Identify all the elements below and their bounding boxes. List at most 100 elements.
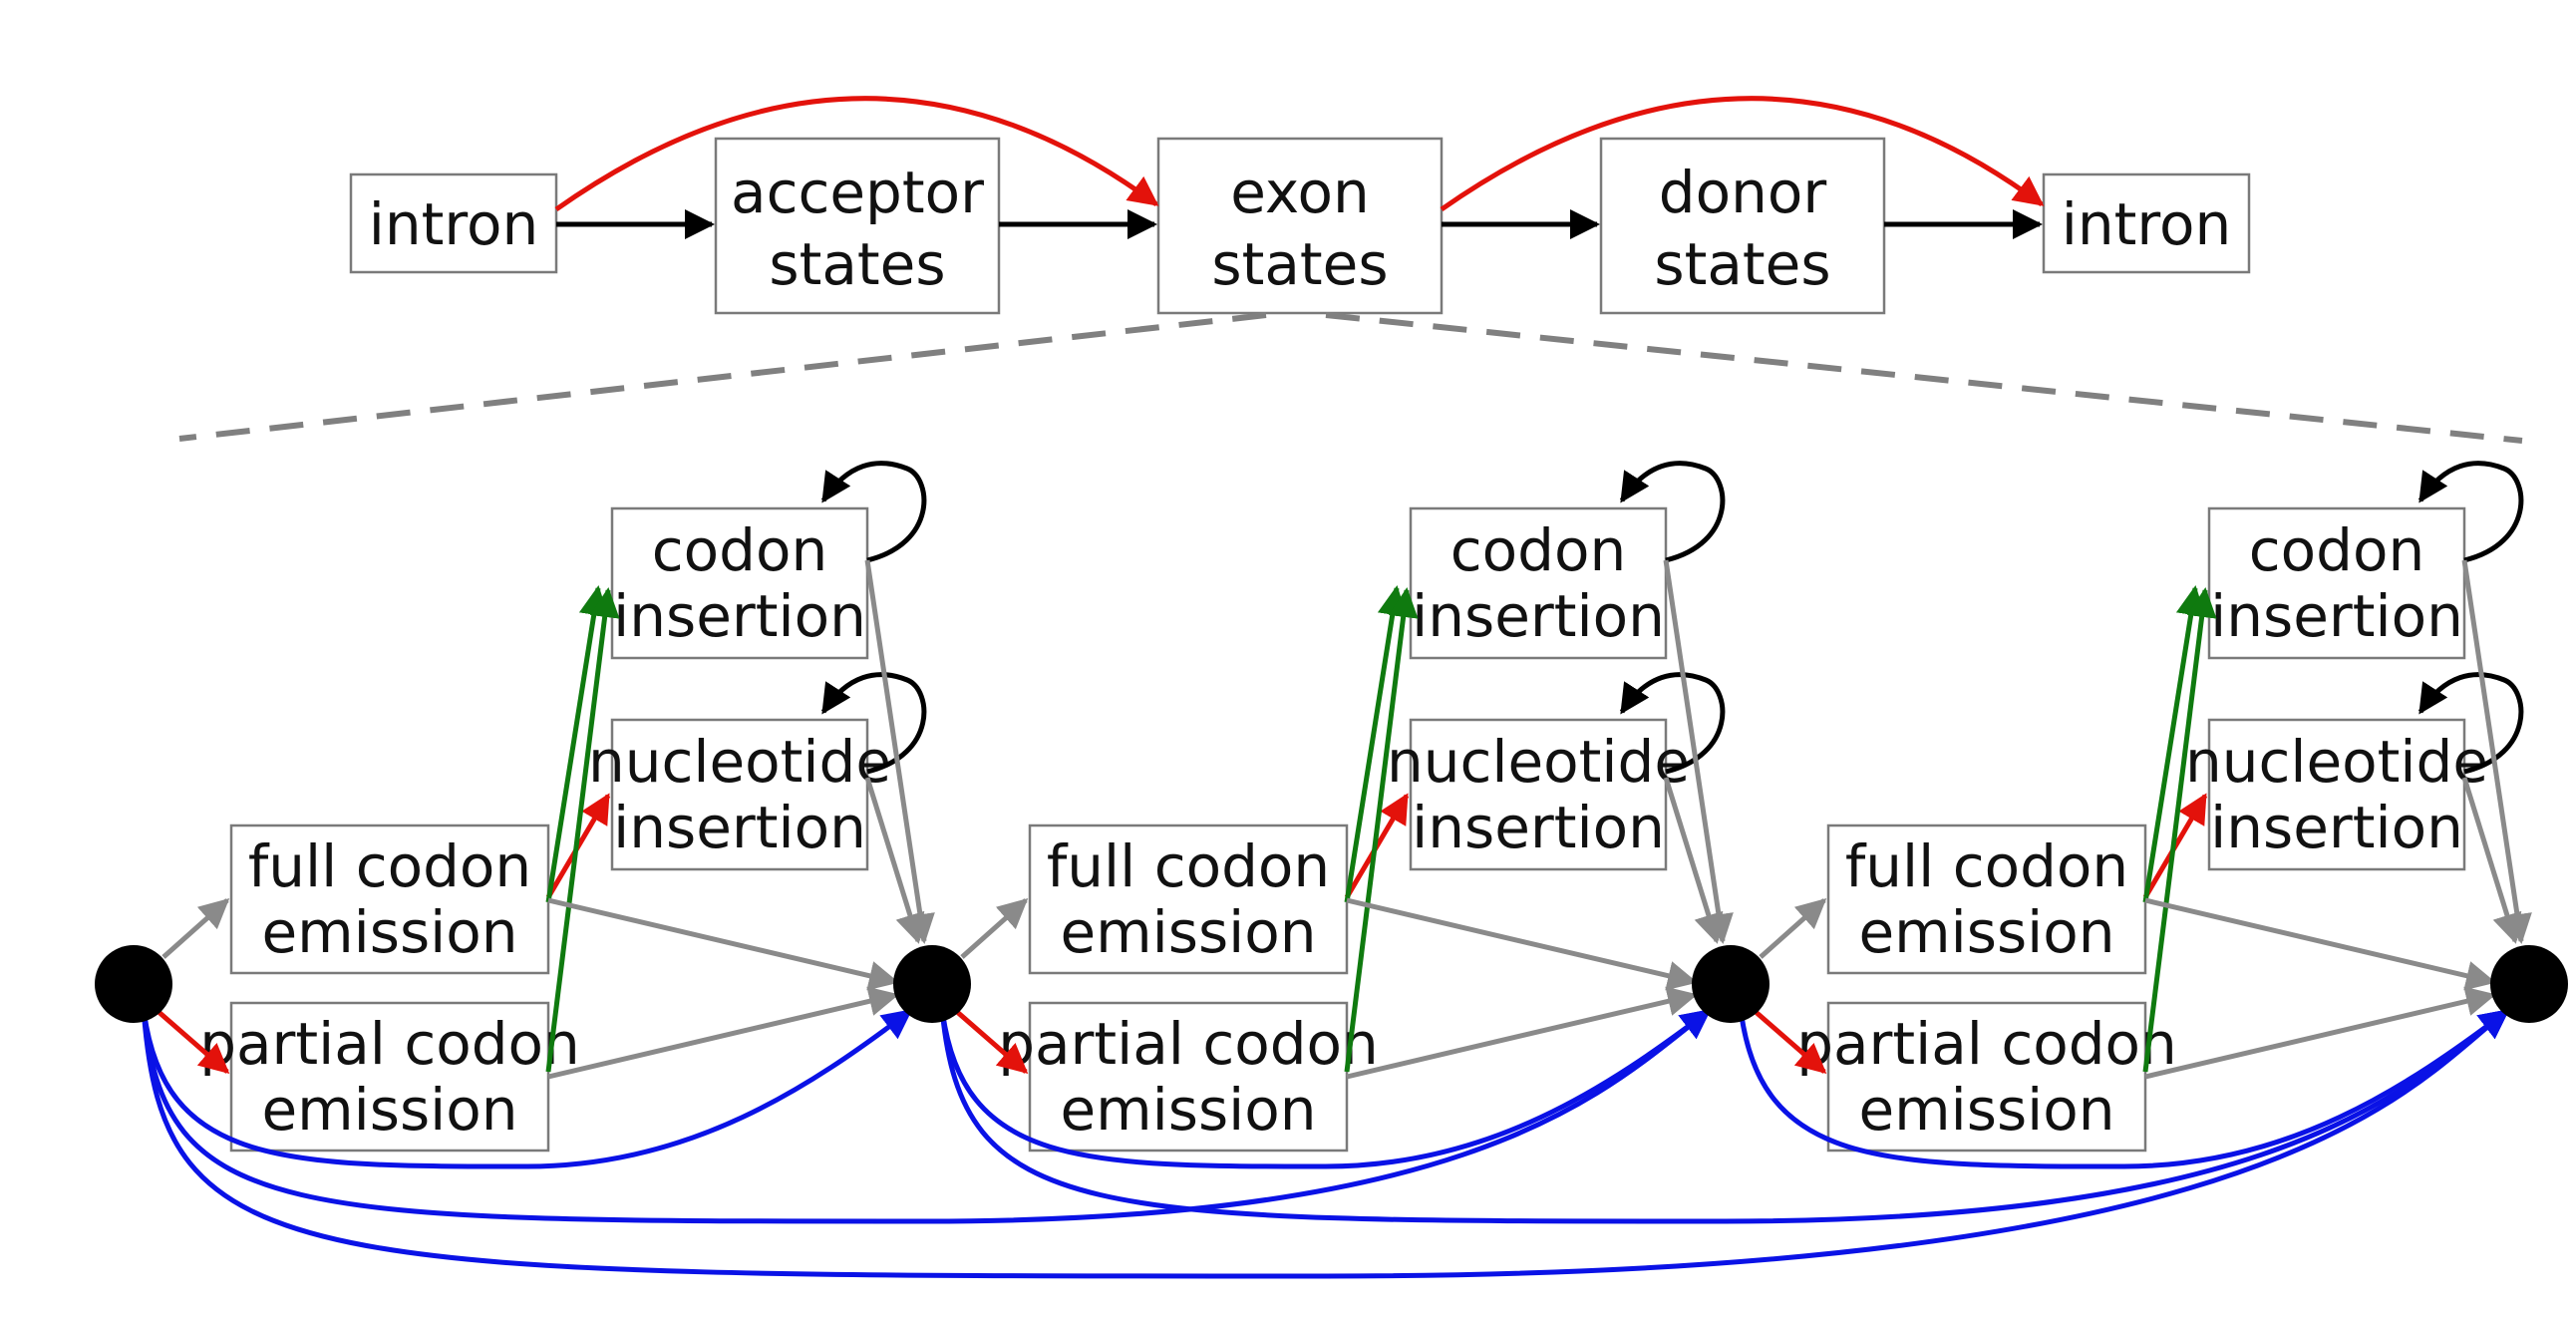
codon-insertion-label-1: codon (652, 516, 827, 584)
arrow-partial-to-next-state (1346, 986, 1698, 1080)
arrow-codon-insertion-to-next (1663, 559, 1734, 944)
state-nodes (95, 945, 2568, 1023)
state-node-2 (1692, 945, 1770, 1023)
partial-codon-emission-node (1826, 1001, 2147, 1153)
partial-codon-emission-label-2: emission (261, 1076, 517, 1144)
state-node-0 (95, 945, 172, 1023)
full-codon-emission-label-2: emission (261, 898, 517, 966)
full-codon-emission-label-2: emission (1060, 898, 1316, 966)
codon-insertion-node (2207, 506, 2466, 660)
nucleotide-insertion-node (610, 718, 869, 871)
exon-states-node (1156, 137, 1444, 315)
codon-insertion-node (1409, 506, 1668, 660)
codon-insertion-label-2: insertion (2210, 582, 2463, 650)
arrow-nucleotide-insertion-to-next (2461, 777, 2522, 944)
intron-left-label: intron (369, 190, 538, 258)
bypass-arrows (141, 1008, 2510, 1279)
donor-states-label-2: states (1654, 230, 1830, 298)
nucleotide-insertion-label-2: insertion (2210, 794, 2463, 861)
arrow-full-to-codon-insertion (545, 585, 609, 903)
bypass-arc-1-to-3 (939, 1008, 2510, 1224)
acceptor-states-label-2: states (769, 230, 945, 298)
bypass-arc-0-to-2 (141, 1008, 1712, 1224)
arrow-exon-skip-to-intron (1440, 96, 2045, 212)
arrow-nucleotide-insertion-to-next (1663, 777, 1724, 944)
acceptor-states-label-1: acceptor (731, 159, 984, 226)
state-node-3 (2490, 945, 2568, 1023)
nucleotide-insertion-label-1: nucleotide (2185, 728, 2488, 796)
partial-codon-emission-label-1: partial codon (199, 1010, 580, 1078)
arrow-to-partial-codon (1753, 1009, 1827, 1074)
exon-states-label-1: exon (1230, 159, 1369, 226)
full-codon-emission-label-1: full codon (1047, 832, 1330, 900)
arrow-partial-to-next-state (547, 986, 899, 1080)
nucleotide-insertion-label-1: nucleotide (1387, 728, 1690, 796)
arrow-codon-insertion-to-next (864, 559, 935, 944)
nucleotide-insertion-self-loop (820, 672, 927, 775)
state-node-1 (893, 945, 971, 1023)
full-codon-emission-label-1: full codon (1845, 832, 2128, 900)
arrow-nucleotide-insertion-to-next (864, 777, 925, 944)
donor-states-label-1: donor (1659, 159, 1827, 226)
zoom-line-left (178, 312, 1267, 442)
nucleotide-insertion-self-loop (2417, 672, 2524, 775)
codon-insertion-label-2: insertion (613, 582, 866, 650)
bypass-arc-1-to-2 (939, 1008, 1712, 1169)
nucleotide-insertion-node (2207, 718, 2466, 871)
exon-states-label-2: states (1211, 230, 1388, 298)
nucleotide-insertion-label-1: nucleotide (588, 728, 891, 796)
bypass-arc-0-to-3 (141, 1008, 2510, 1279)
arrow-to-full-codon (1759, 898, 1827, 959)
arrow-to-partial-codon (954, 1009, 1029, 1074)
zoom-line-right (1325, 312, 2523, 444)
arrow-to-full-codon (161, 898, 230, 959)
arrow-to-partial-codon (156, 1009, 230, 1074)
full-codon-emission-node (229, 824, 550, 975)
arrow-to-full-codon (960, 898, 1029, 959)
partial-codon-emission-label-2: emission (1858, 1076, 2114, 1144)
arrow-partial-to-codon-insertion (2142, 587, 2217, 1073)
codon-insertion-label-1: codon (1450, 516, 1626, 584)
partial-codon-emission-label-1: partial codon (1796, 1010, 2177, 1078)
full-codon-emission-label-2: emission (1858, 898, 2114, 966)
partial-codon-emission-node (229, 1001, 550, 1153)
arrow-full-to-codon-insertion (1344, 585, 1408, 903)
full-codon-emission-node (1826, 824, 2147, 975)
arrow-codon-insertion-to-next (2461, 559, 2532, 944)
nucleotide-insertion-label-2: insertion (613, 794, 866, 861)
arrow-partial-to-codon-insertion (1344, 587, 1419, 1073)
top-row: intron acceptor states exon states donor… (178, 96, 2523, 444)
codon-insertion-label-2: insertion (1412, 582, 1665, 650)
codon-insertion-self-loop (1619, 461, 1726, 563)
arrow-full-to-next-state (547, 897, 899, 991)
arrow-partial-to-next-state (2144, 986, 2496, 1080)
partial-codon-emission-label-2: emission (1060, 1076, 1316, 1144)
acceptor-states-node (714, 137, 1001, 315)
codon-insertion-self-loop (820, 461, 927, 563)
intron-right-label: intron (2062, 190, 2231, 258)
bypass-arc-0-to-1 (141, 1008, 913, 1169)
bypass-arc-2-to-3 (1738, 1008, 2510, 1169)
partial-codon-emission-label-1: partial codon (998, 1010, 1379, 1078)
codon-insertion-label-1: codon (2249, 516, 2424, 584)
intron-right-node (2042, 172, 2251, 274)
full-codon-emission-node (1028, 824, 1349, 975)
intron-left-node (349, 172, 558, 274)
full-codon-emission-label-1: full codon (248, 832, 531, 900)
donor-states-node (1599, 137, 1886, 315)
partial-codon-emission-node (1028, 1001, 1349, 1153)
arrow-full-to-codon-insertion (2142, 585, 2206, 903)
codon-insertion-self-loop (2417, 461, 2524, 563)
arrow-full-to-next-state (1346, 897, 1698, 991)
arrow-partial-to-codon-insertion (545, 587, 620, 1073)
arrow-intron-skip-to-exon (554, 96, 1159, 212)
nucleotide-insertion-node (1409, 718, 1668, 871)
arrow-full-to-next-state (2144, 897, 2496, 991)
nucleotide-insertion-self-loop (1619, 672, 1726, 775)
nucleotide-insertion-label-2: insertion (1412, 794, 1665, 861)
